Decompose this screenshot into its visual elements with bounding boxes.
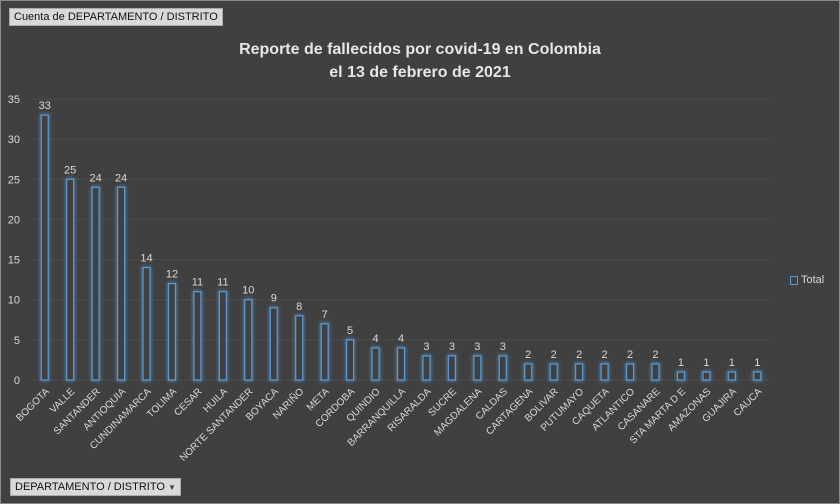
y-tick-label: 5 [14, 335, 20, 347]
chart-title: Reporte de fallecidos por covid-19 en Co… [0, 38, 840, 84]
bar [193, 291, 202, 381]
data-label: 7 [322, 309, 328, 321]
data-label: 4 [372, 333, 378, 345]
y-tick-label: 20 [8, 214, 20, 226]
bar [218, 291, 227, 381]
bar [727, 371, 736, 381]
data-label: 5 [347, 325, 353, 337]
data-label: 12 [166, 269, 178, 281]
data-label: 3 [500, 341, 506, 353]
bar [142, 267, 151, 381]
bar [575, 363, 584, 381]
bar [66, 178, 75, 381]
bar [244, 299, 253, 381]
y-tick-label: 15 [8, 255, 20, 267]
data-label: 1 [754, 357, 760, 369]
bar [625, 363, 635, 381]
data-label: 24 [115, 172, 127, 184]
bar [91, 186, 100, 381]
bar [498, 355, 507, 381]
y-tick-label: 10 [8, 295, 20, 307]
legend: Total [790, 274, 824, 286]
data-label: 3 [474, 341, 480, 353]
bar [676, 371, 686, 381]
bar [371, 347, 380, 381]
chart-title-line1: Reporte de fallecidos por covid-19 en Co… [239, 41, 601, 58]
y-tick-label: 35 [8, 94, 20, 106]
y-tick-label: 0 [14, 375, 20, 387]
data-label: 10 [242, 285, 254, 297]
bar [447, 355, 456, 381]
bar [549, 363, 558, 381]
data-label: 24 [89, 172, 101, 184]
triangle-down-icon: ▼ [168, 483, 176, 492]
data-label: 8 [296, 301, 302, 313]
bar [40, 114, 49, 381]
bar [422, 355, 431, 381]
data-label: 11 [192, 277, 203, 289]
data-label: 2 [551, 349, 557, 361]
data-label: 2 [602, 349, 608, 361]
x-tick-label: BOGOTA [14, 386, 52, 424]
data-label: 14 [140, 253, 152, 265]
values-field-button[interactable]: Cuenta de DEPARTAMENTO / DISTRITO [9, 8, 223, 26]
bar [116, 186, 126, 381]
bar [346, 339, 355, 381]
data-label: 3 [423, 341, 429, 353]
legend-label: Total [801, 274, 825, 286]
data-label: 25 [64, 164, 76, 176]
y-tick-label: 30 [8, 134, 20, 146]
data-label: 1 [729, 357, 735, 369]
legend-swatch [790, 275, 798, 285]
chart-title-line2: el 13 de febrero de 2021 [329, 64, 511, 81]
data-label: 1 [678, 357, 684, 369]
data-label: 4 [398, 333, 404, 345]
axis-field-label: DEPARTAMENTO / DISTRITO [15, 481, 165, 493]
bar [702, 371, 711, 381]
bar [600, 363, 609, 381]
bar [396, 347, 406, 381]
data-label: 2 [652, 349, 658, 361]
bar [320, 323, 329, 381]
data-label: 2 [525, 349, 531, 361]
x-tick-label: CAUCA [732, 386, 765, 419]
bar [167, 283, 177, 381]
bar [295, 315, 304, 381]
data-label: 3 [449, 341, 455, 353]
x-tick-label: CESAR [172, 386, 204, 418]
data-label: 2 [576, 349, 582, 361]
data-label: 33 [39, 100, 51, 112]
data-label: 9 [271, 293, 277, 305]
bar [753, 371, 762, 381]
bar [473, 355, 482, 381]
bar [269, 307, 278, 381]
data-label: 2 [627, 349, 633, 361]
bar [651, 363, 660, 381]
y-tick-label: 25 [8, 174, 20, 186]
axis-field-button[interactable]: DEPARTAMENTO / DISTRITO ▼ [10, 478, 181, 496]
data-label: 11 [217, 277, 228, 289]
bar [524, 363, 533, 381]
data-label: 1 [703, 357, 709, 369]
